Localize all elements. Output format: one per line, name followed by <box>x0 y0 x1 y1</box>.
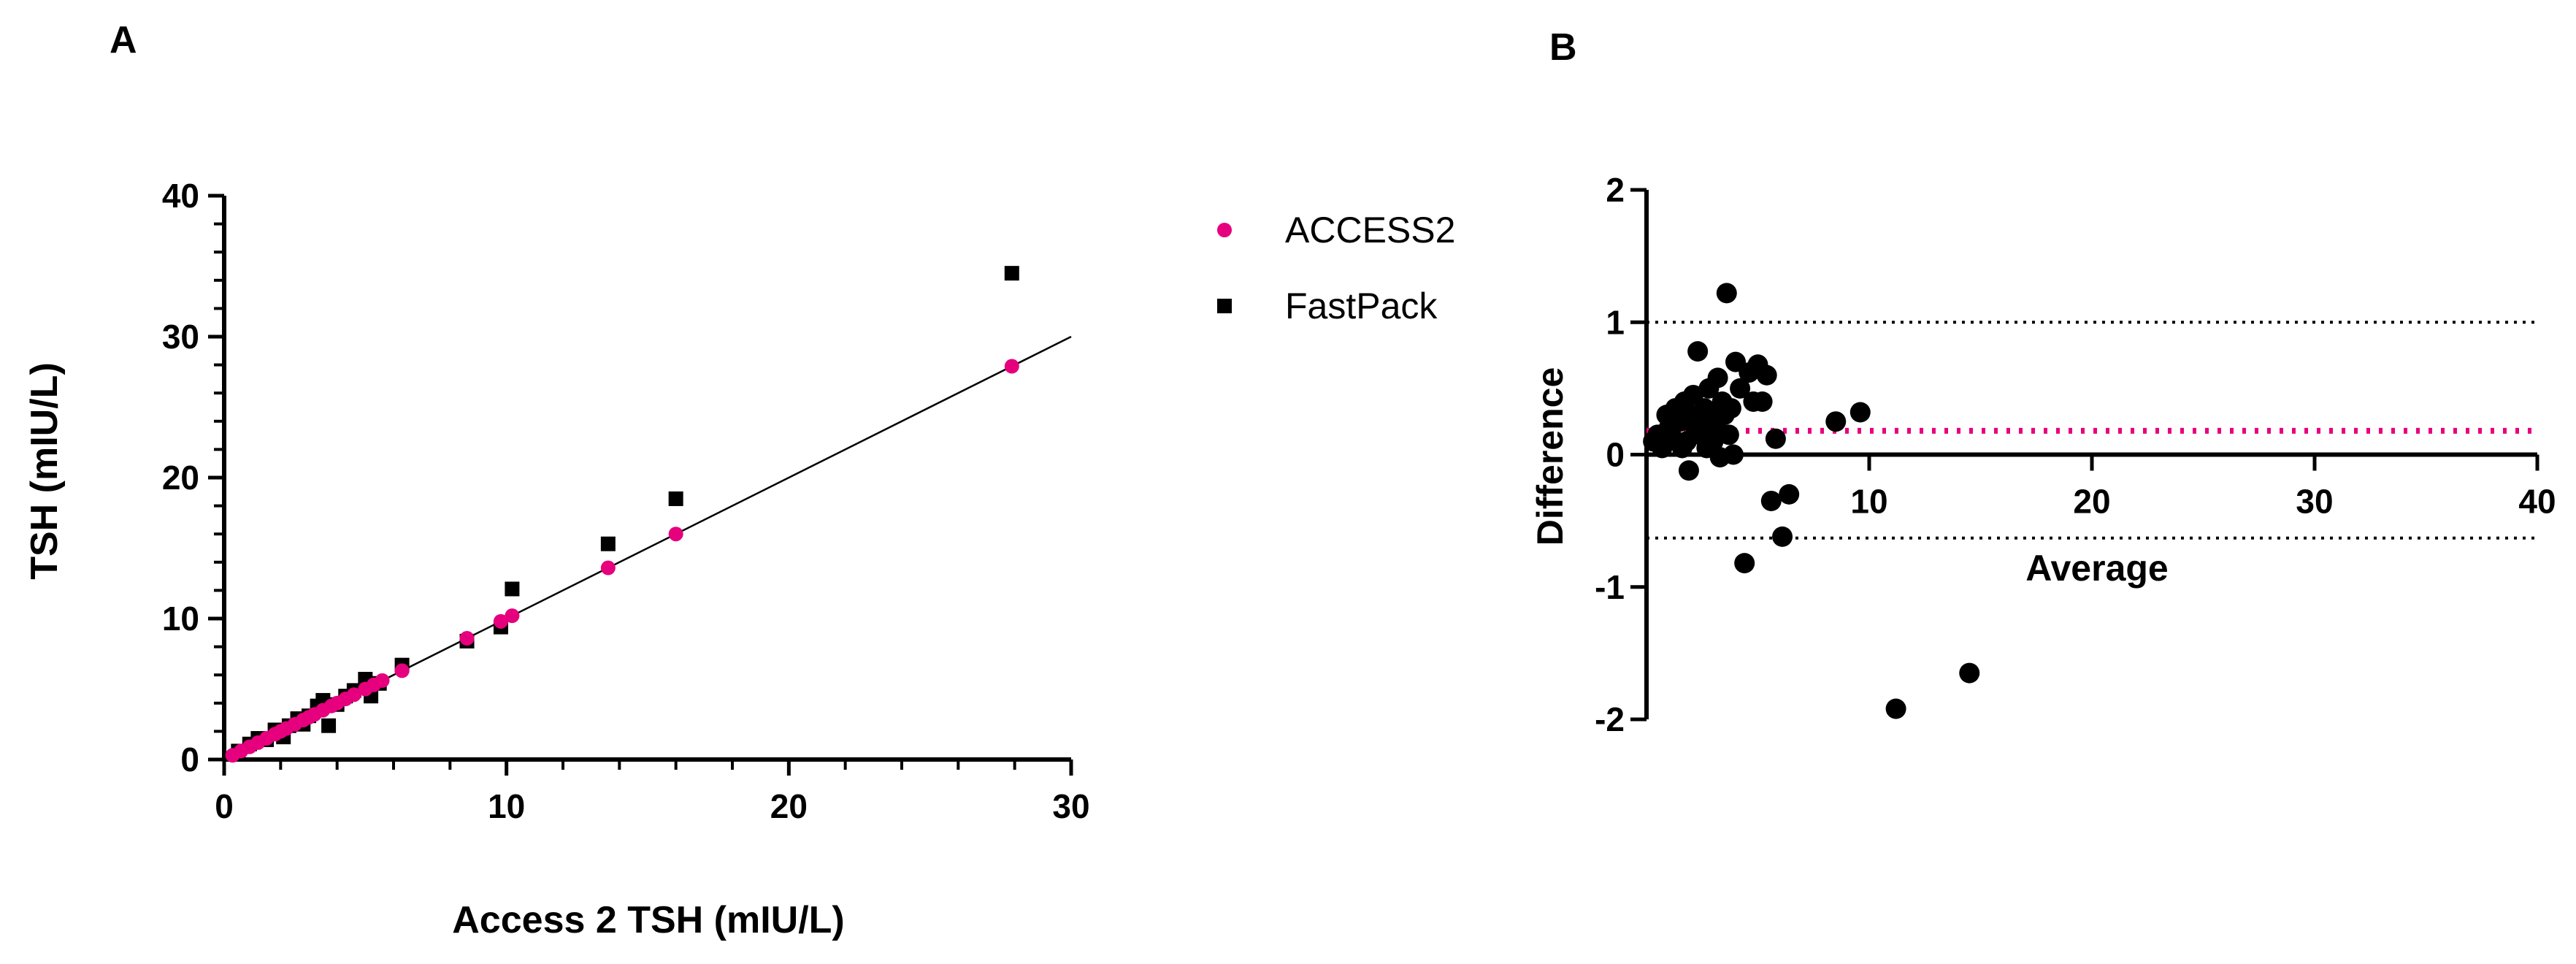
access2-point <box>505 608 520 624</box>
x-tick-label: 10 <box>1850 483 1887 521</box>
difference-point <box>1756 364 1777 386</box>
panel-b-x-axis-label: Average <box>2025 548 2168 589</box>
difference-point <box>1722 444 1744 465</box>
difference-point <box>1779 483 1800 505</box>
panel-a-plot-area: 0 10 20 30 0 10 20 30 40 <box>162 177 1090 825</box>
legend-label-fastpack: FastPack <box>1285 286 1438 326</box>
difference-point <box>1734 553 1755 574</box>
x-tick-label: 10 <box>488 787 525 825</box>
y-tick-label: 40 <box>162 177 199 215</box>
difference-point <box>1772 526 1793 547</box>
x-tick-label: 20 <box>770 787 808 825</box>
access2-point <box>346 687 361 703</box>
panel-b-label: B <box>1549 26 1577 69</box>
y-tick-label: 30 <box>162 318 199 356</box>
legend-marker-fastpack <box>1217 299 1232 313</box>
fastpack-point <box>600 536 616 551</box>
difference-point <box>1716 283 1737 304</box>
access2-point <box>600 560 616 575</box>
y-tick-label: 1 <box>1606 303 1625 341</box>
difference-point <box>1849 402 1871 423</box>
difference-point <box>1687 341 1709 362</box>
difference-point <box>1720 398 1741 419</box>
panel-a-x-axis-label: Access 2 TSH (mIU/L) <box>452 899 845 941</box>
x-tick-label: 30 <box>1052 787 1089 825</box>
fastpack-point <box>505 581 520 597</box>
access2-point <box>1004 359 1019 374</box>
y-tick-label: -1 <box>1595 568 1625 606</box>
difference-point <box>1765 428 1786 449</box>
difference-point <box>1825 411 1847 432</box>
difference-point <box>1718 424 1739 445</box>
legend-marker-access2 <box>1217 223 1232 237</box>
panel-a-label: A <box>110 19 137 61</box>
difference-point <box>1885 698 1906 719</box>
fastpack-point <box>668 491 683 506</box>
access2-point <box>459 631 475 646</box>
panel-b: B -2 -1 0 1 2 10 20 30 40 Average Difference <box>1530 26 2556 738</box>
difference-point <box>1760 490 1782 511</box>
y-tick-label: 0 <box>180 741 199 779</box>
panel-b-y-axis-label: Difference <box>1530 367 1571 546</box>
access2-point <box>668 527 683 542</box>
legend-label-access2: ACCESS2 <box>1285 210 1455 250</box>
difference-point <box>1730 378 1751 399</box>
legend: ACCESS2 FastPack <box>1217 210 1455 326</box>
difference-point <box>1959 662 1980 684</box>
y-tick-label: 10 <box>162 600 199 638</box>
panel-b-plot-area: -2 -1 0 1 2 10 20 30 40 <box>1595 171 2556 738</box>
y-tick-label: -2 <box>1595 700 1625 738</box>
y-tick-label: 20 <box>162 459 199 497</box>
x-tick-label: 20 <box>2073 483 2110 521</box>
access2-point <box>394 663 410 678</box>
panel-a-y-axis-label: TSH (mIU/L) <box>23 362 66 580</box>
x-tick-label: 0 <box>215 787 234 825</box>
difference-point <box>1752 391 1773 412</box>
difference-point <box>1678 460 1699 481</box>
difference-point <box>1707 367 1728 389</box>
access2-point <box>375 673 390 688</box>
difference-point <box>1703 431 1724 452</box>
x-tick-label: 40 <box>2518 483 2556 521</box>
x-tick-label: 30 <box>2296 483 2333 521</box>
y-tick-label: 2 <box>1606 171 1625 209</box>
access2-point <box>493 613 508 629</box>
y-tick-label: 0 <box>1606 436 1625 474</box>
fastpack-point <box>1004 266 1019 281</box>
fastpack-point <box>321 718 337 733</box>
